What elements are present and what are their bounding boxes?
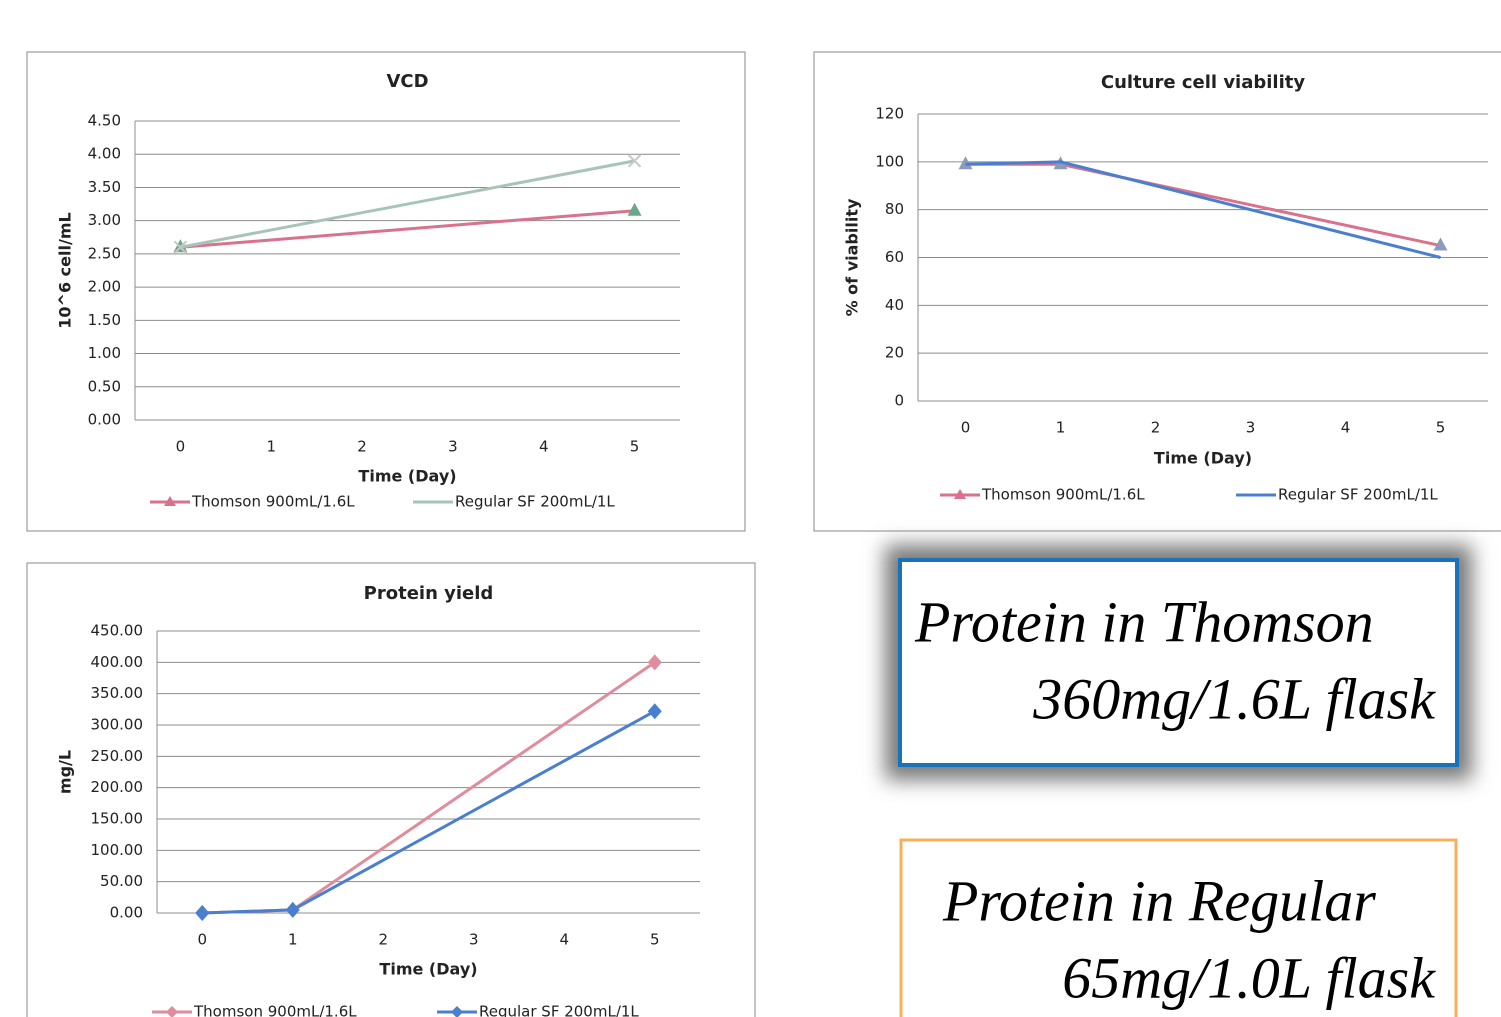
y-tick-label: 80 xyxy=(885,200,904,218)
y-tick-label: 300.00 xyxy=(91,716,144,734)
x-tick-label: 0 xyxy=(961,419,971,437)
y-axis-label: 10^6 cell/mL xyxy=(56,212,75,328)
chart: Protein yield 0.00 50.00 100.00 150.00 200.00… xyxy=(26,562,756,1017)
x-axis-label: Time (Day) xyxy=(379,960,477,979)
y-tick-label: 450.00 xyxy=(91,622,144,640)
y-tick-label: 4.00 xyxy=(88,145,121,163)
y-tick-label: 0 xyxy=(894,392,904,410)
y-tick-label: 2.50 xyxy=(88,244,121,262)
legend-label: Thomson 900mL/1.6L xyxy=(981,486,1145,504)
marker xyxy=(195,905,210,921)
chart-frame xyxy=(26,51,746,532)
marker xyxy=(173,240,188,254)
x-tick-label: 0 xyxy=(197,931,207,949)
legend-marker xyxy=(166,1006,178,1017)
y-tick-label: 2.00 xyxy=(88,278,121,296)
x-tick-label: 1 xyxy=(266,438,276,456)
y-tick-label: 0.50 xyxy=(88,377,121,395)
legend-label: Regular SF 200mL/1L xyxy=(1278,486,1438,504)
y-tick-label: 100 xyxy=(875,152,904,170)
x-tick-label: 3 xyxy=(1246,419,1256,437)
x-tick-label: 2 xyxy=(378,931,388,949)
y-tick-label: 60 xyxy=(885,248,904,266)
callout-text: 360mg/1.6L flask xyxy=(1032,666,1436,731)
y-tick-label: 400.00 xyxy=(91,653,144,671)
x-axis-label: Time (Day) xyxy=(358,467,456,486)
chart-title: VCD xyxy=(386,71,428,92)
callout-box xyxy=(898,558,1459,767)
y-tick-label: 350.00 xyxy=(91,684,144,702)
legend-label: Regular SF 200mL/1L xyxy=(455,493,615,511)
chart-frame xyxy=(26,562,756,1017)
callout-box xyxy=(899,838,1458,1017)
series-line xyxy=(965,160,1441,259)
callout-text: 65mg/1.0L flask xyxy=(1062,945,1436,1010)
marker xyxy=(627,154,642,168)
chart-frame xyxy=(813,51,1501,532)
callout-text: Protein in Regular xyxy=(942,868,1376,933)
y-tick-label: 1.00 xyxy=(88,344,121,362)
legend-marker xyxy=(954,489,966,499)
x-tick-label: 4 xyxy=(539,438,549,456)
y-tick-label: 3.50 xyxy=(88,178,121,196)
x-tick-label: 2 xyxy=(1151,419,1161,437)
y-tick-label: 1.50 xyxy=(88,311,121,329)
chart-title: Protein yield xyxy=(364,583,494,604)
y-tick-label: 120 xyxy=(875,105,904,123)
chart: VCD 0.00 0.50 1.00 1.50 2.00 2.50 3.00 3.50 4.00 4… xyxy=(26,51,746,532)
marker xyxy=(1433,237,1448,251)
y-tick-label: 40 xyxy=(885,296,904,314)
x-tick-label: 1 xyxy=(1056,419,1066,437)
x-tick-label: 3 xyxy=(469,931,479,949)
legend-label: Thomson 900mL/1.6L xyxy=(191,493,355,511)
x-tick-label: 1 xyxy=(288,931,298,949)
legend-marker xyxy=(451,1006,463,1017)
x-tick-label: 0 xyxy=(176,438,186,456)
y-axis-label: % of viability xyxy=(843,198,862,316)
y-tick-label: 200.00 xyxy=(91,778,144,796)
x-tick-label: 5 xyxy=(630,438,640,456)
x-axis-label: Time (Day) xyxy=(1154,449,1252,468)
x-tick-label: 4 xyxy=(559,931,569,949)
callout-text: Protein in Thomson xyxy=(914,589,1374,654)
y-tick-label: 4.50 xyxy=(88,112,121,130)
marker xyxy=(647,703,662,720)
chart: Culture cell viability 0 20 40 60 80 100 120 0 1 2… xyxy=(813,51,1501,532)
y-tick-label: 0.00 xyxy=(110,904,143,922)
marker xyxy=(647,654,662,671)
x-tick-label: 5 xyxy=(1436,419,1446,437)
legend-marker xyxy=(164,496,176,506)
y-tick-label: 250.00 xyxy=(91,747,144,765)
x-tick-label: 5 xyxy=(650,931,660,949)
series-line xyxy=(180,159,635,249)
y-axis-label: mg/L xyxy=(56,750,75,794)
marker xyxy=(627,202,642,216)
x-tick-label: 3 xyxy=(448,438,458,456)
marker xyxy=(285,901,300,918)
chart-title: Culture cell viability xyxy=(1101,72,1305,93)
legend-label: Regular SF 200mL/1L xyxy=(479,1003,639,1017)
x-tick-label: 2 xyxy=(357,438,367,456)
legend-label: Thomson 900mL/1.6L xyxy=(193,1003,357,1017)
y-tick-label: 150.00 xyxy=(91,810,144,828)
y-tick-label: 0.00 xyxy=(88,411,121,429)
y-tick-label: 100.00 xyxy=(91,841,144,859)
y-tick-label: 20 xyxy=(885,344,904,362)
y-tick-label: 3.00 xyxy=(88,211,121,229)
y-tick-label: 50.00 xyxy=(100,872,143,890)
series-line xyxy=(180,209,635,249)
x-tick-label: 4 xyxy=(1341,419,1351,437)
